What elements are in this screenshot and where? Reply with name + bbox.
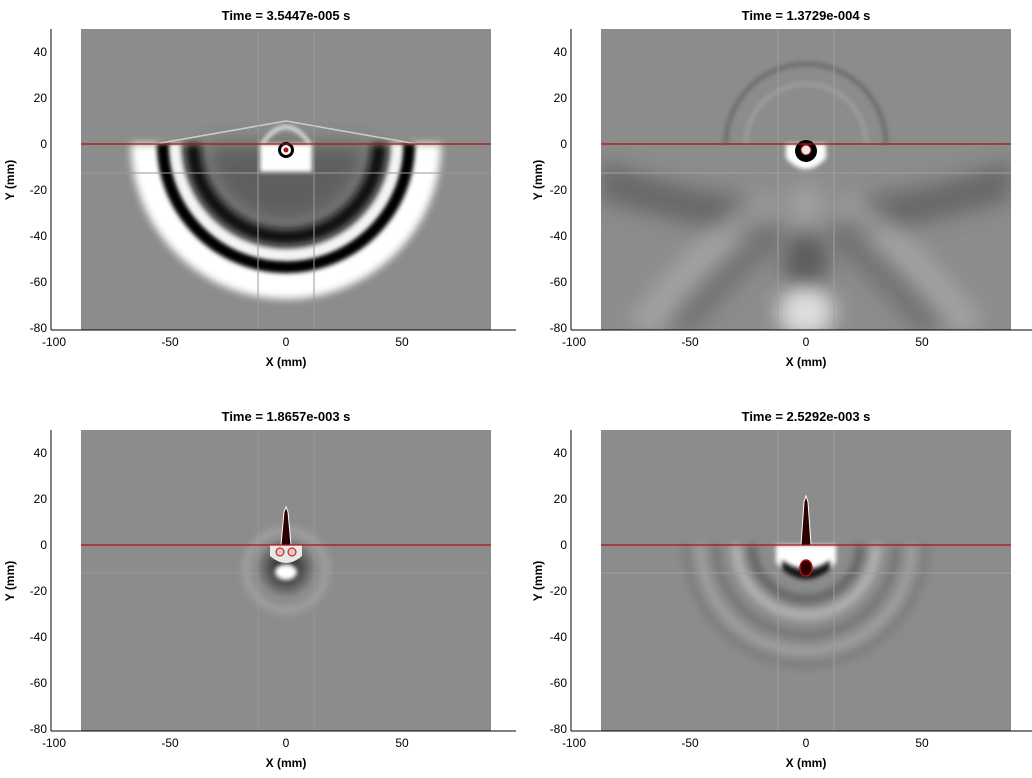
panel-1-inner-dark-ring [185,143,387,245]
panel-4-ytick-0: 0 [560,538,567,552]
panel-1-title: Time = 3.5447e-005 s [222,8,351,23]
panel-4-ytick-m20: -20 [550,584,568,598]
panel-1-ytick-m80: -80 [30,321,48,335]
panel-1-xtick-50: 50 [395,335,409,349]
panel-1-outer-white-ring [131,143,441,299]
panel-2-upper-ring [723,61,889,145]
panel-2-ytick-m40: -40 [550,229,568,243]
panel-2-ylabel: Y (mm) [531,160,545,200]
panel-2-xtick-m50: -50 [681,335,699,349]
panel-2-ytick-m60: -60 [550,275,568,289]
panel-2: Time = 1.3729e-004 s [531,8,1032,369]
panel-2-dark-blob [784,232,828,292]
panel-3-xlabel: X (mm) [266,756,307,770]
panel-1-ytick-0: 0 [40,137,47,151]
panel-2-xlabel: X (mm) [786,355,827,369]
panel-4-ylabel: Y (mm) [531,561,545,601]
panel-2-ytick-m80: -80 [550,321,568,335]
panel-4-ytick-m40: -40 [550,630,568,644]
panel-4-ytick-m60: -60 [550,676,568,690]
panel-2-light-band [628,187,779,330]
panel-1-surface-bump [260,125,312,145]
panel-3-ytick-0: 0 [40,538,47,552]
panel-4-plot-area [601,430,1011,731]
panel-3-title: Time = 1.8657e-003 s [222,409,351,424]
panel-4-xtick-50: 50 [915,736,929,750]
panel-2-xtick-50: 50 [915,335,929,349]
panel-2-axes: 40 20 0 -20 -40 -60 -80 -100 -50 0 50 X … [531,29,1032,369]
panel-3-ytick-m40: -40 [30,630,48,644]
panel-3-axes: 40 20 0 -20 -40 -60 -80 -100 -50 0 50 X … [3,430,516,770]
panel-3-ytick-m60: -60 [30,676,48,690]
panel-3-ytick-m20: -20 [30,584,48,598]
panel-1-xlabel: X (mm) [266,355,307,369]
panel-4-title: Time = 2.5292e-003 s [742,409,871,424]
panel-2-dark-band [671,221,787,330]
panel-4-faint-ring [696,544,916,655]
panel-2-light-blob [778,286,834,330]
panel-2-light-blob [786,183,826,227]
panel-4: Time = 2.5292e-003 s 40 20 [531,409,1032,770]
panel-1-ytick-m60: -60 [30,275,48,289]
panel-1-plot-area [81,29,491,330]
panel-2-ytick-0: 0 [560,137,567,151]
panel-3-ytick-40: 40 [34,446,48,460]
panel-3: Time = 1.8657e-003 s 40 20 0 -20 [3,409,516,770]
panel-2-light-band [833,187,984,330]
panel-3-xtick-m100: -100 [42,736,66,750]
panel-1-xtick-m50: -50 [161,335,179,349]
panel-2-dark-band [601,160,760,240]
panel-4-xtick-m50: -50 [681,736,699,750]
panel-3-bubble [287,547,297,557]
panel-4-xtick-0: 0 [803,736,810,750]
panel-3-ytick-20: 20 [34,492,48,506]
panel-1-ytick-40: 40 [34,45,48,59]
panel-2-xtick-0: 0 [803,335,810,349]
panel-4-xtick-m100: -100 [562,736,586,750]
panel-3-xtick-m50: -50 [161,736,179,750]
panel-4-axes: 40 20 0 -20 -40 -60 -80 -100 -50 0 50 X … [531,430,1032,770]
panel-1-surface-streaks [154,120,418,145]
panel-4-faint-ring [682,544,930,669]
panel-4-xlabel: X (mm) [786,756,827,770]
panel-4-ytick-40: 40 [554,446,568,460]
panel-2-ytick-40: 40 [554,45,568,59]
panel-4-ytick-20: 20 [554,492,568,506]
panel-2-ytick-m20: -20 [550,183,568,197]
panel-2-bubble [800,144,812,156]
panel-3-white-spot [275,564,297,580]
panel-3-ytick-m80: -80 [30,722,48,736]
panel-1-ytick-m40: -40 [30,229,48,243]
panel-1-bubble-core [283,147,289,153]
panel-1-black-ring [157,143,415,273]
panel-4-ytick-m80: -80 [550,722,568,736]
panel-1: Time = 3.5447e-005 s [3,8,516,369]
panel-3-xtick-50: 50 [395,736,409,750]
panel-3-xtick-0: 0 [283,736,290,750]
panel-1-axes: 40 20 0 -20 -40 -60 -80 -100 -50 0 50 X … [3,29,516,369]
panel-2-plot-area [601,29,1011,330]
panel-4-faint-ring [712,544,900,639]
panel-4-faint-ring [731,544,881,620]
panel-1-ytick-m20: -20 [30,183,48,197]
panel-2-dark-band [824,221,941,330]
panel-3-bubble [275,547,285,557]
panel-3-ylabel: Y (mm) [3,561,17,601]
panel-2-xtick-m100: -100 [562,335,586,349]
panel-1-inner-shadow [205,144,367,225]
panel-2-upper-ring [744,82,868,145]
panel-1-inner-white-ring [169,143,403,261]
panel-2-ytick-20: 20 [554,91,568,105]
panel-1-ytick-20: 20 [34,91,48,105]
panel-4-faint-ring [748,544,864,603]
panel-1-ylabel: Y (mm) [3,160,17,200]
panel-4-bubble [799,559,813,577]
panel-2-title: Time = 1.3729e-004 s [742,8,871,23]
panel-4-field-background [601,430,1011,731]
panel-3-plot-area [81,430,491,731]
panel-1-xtick-0: 0 [283,335,290,349]
panel-1-xtick-m100: -100 [42,335,66,349]
